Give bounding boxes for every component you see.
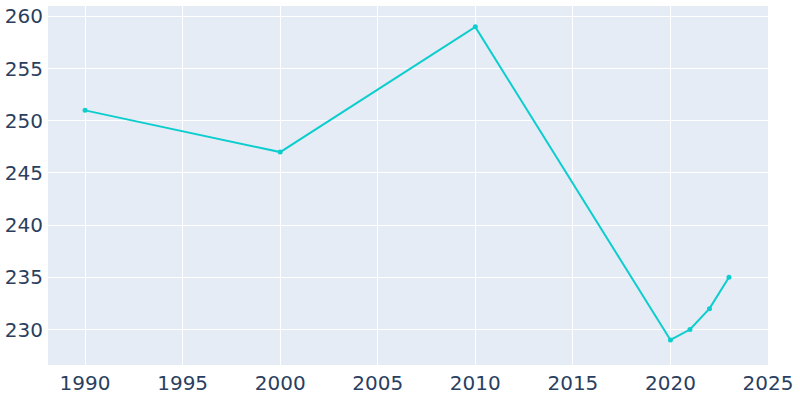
- svg-text:235: 235: [5, 265, 43, 289]
- svg-text:260: 260: [5, 4, 43, 28]
- svg-text:2025: 2025: [743, 371, 794, 395]
- svg-text:245: 245: [5, 161, 43, 185]
- svg-text:2000: 2000: [255, 371, 306, 395]
- svg-text:255: 255: [5, 57, 43, 81]
- svg-text:2015: 2015: [547, 371, 598, 395]
- svg-text:250: 250: [5, 109, 43, 133]
- svg-text:1990: 1990: [60, 371, 111, 395]
- svg-text:2020: 2020: [645, 371, 696, 395]
- svg-text:2005: 2005: [352, 371, 403, 395]
- svg-text:1995: 1995: [157, 371, 208, 395]
- svg-text:2010: 2010: [450, 371, 501, 395]
- svg-text:230: 230: [5, 318, 43, 342]
- svg-text:240: 240: [5, 213, 43, 237]
